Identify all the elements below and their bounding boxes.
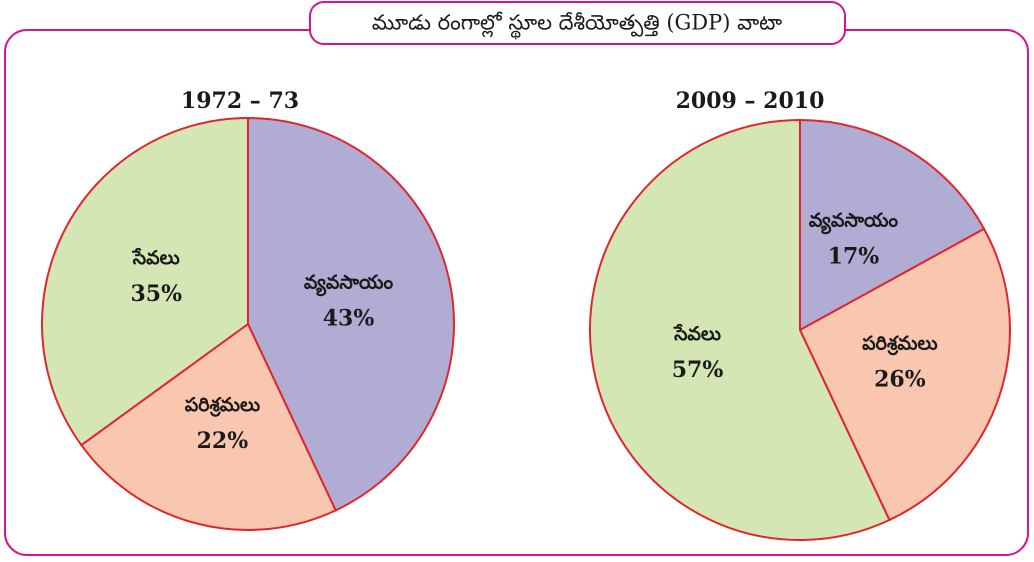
value-label: 26% — [874, 366, 926, 392]
pie-slice — [798, 227, 1011, 522]
pie-slice — [799, 118, 986, 332]
value-label: 17% — [828, 244, 880, 270]
title-box — [309, 1, 846, 45]
slice-label: పరిశ్రమలు — [862, 332, 938, 355]
slice-label: పరిశ్రమలు — [185, 394, 261, 417]
value-label: 35% — [130, 281, 182, 307]
pie-slice — [41, 116, 249, 447]
slice-label: వ్యవసాయం — [809, 210, 899, 235]
slice-label: సేవలు — [132, 247, 180, 269]
pie-slice — [589, 118, 891, 541]
slice-label: వ్యవసాయం — [304, 272, 394, 297]
slice-label: సేవలు — [673, 323, 721, 345]
value-label: 43% — [323, 306, 375, 332]
pie-slice — [247, 116, 455, 512]
pie-slice — [79, 322, 338, 531]
value-label: 57% — [672, 357, 724, 383]
pie-title: 1972 – 73 — [181, 88, 299, 114]
pie-title: 2009 – 2010 — [676, 88, 825, 114]
value-label: 22% — [197, 428, 249, 454]
